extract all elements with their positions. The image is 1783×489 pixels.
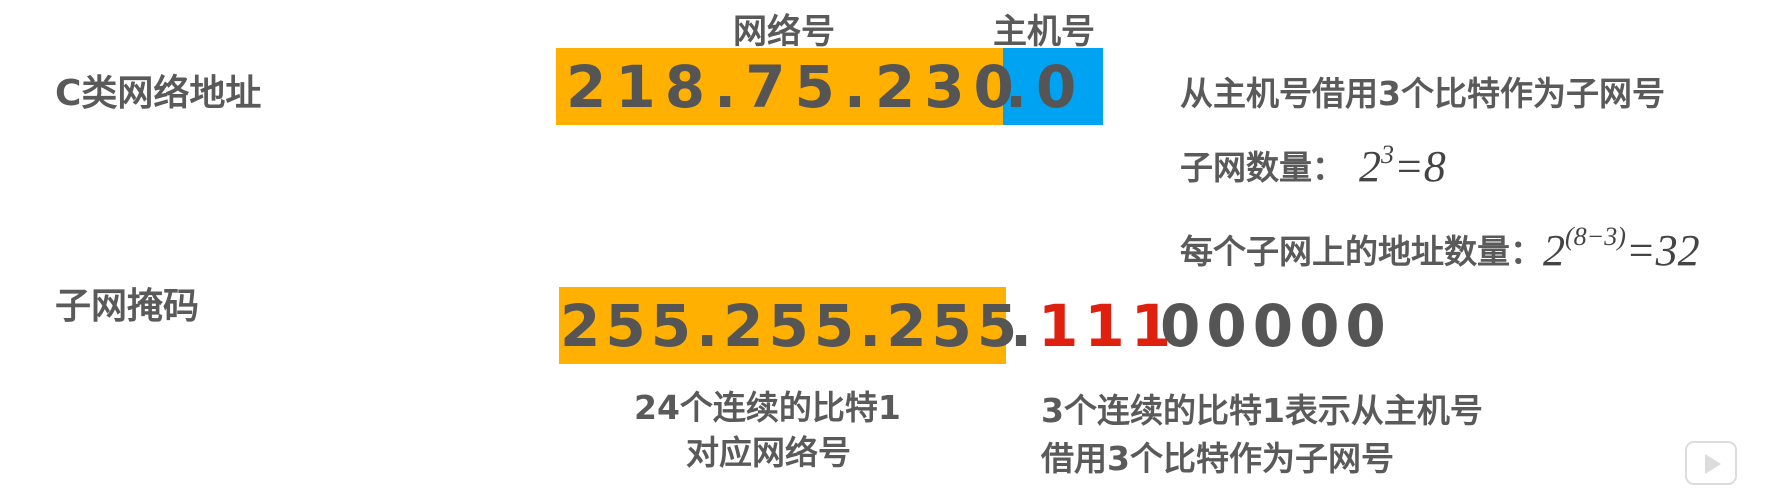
addr-per-subnet-formula: 2(8−3)=32 <box>1543 222 1700 275</box>
subnet-mask-label: 子网掩码 <box>55 286 200 327</box>
class-c-address-label: C类网络地址 <box>55 73 262 114</box>
network-part-header: 网络号 <box>733 12 835 52</box>
play-icon <box>1685 441 1737 485</box>
subnet-count-row: 子网数量： 23=8 <box>1180 138 1446 191</box>
addr-per-subnet-exp: (8−3) <box>1565 222 1626 251</box>
address-host-box <box>1003 48 1103 125</box>
mask-network-text: 255.255.255 <box>560 292 1023 360</box>
subnet-count-base: 2 <box>1359 142 1381 191</box>
addr-per-subnet-result: =32 <box>1625 226 1700 275</box>
host-part-header: 主机号 <box>993 12 1095 52</box>
borrow-note: 从主机号借用3个比特作为子网号 <box>1180 74 1665 113</box>
subnet-count-result: =8 <box>1394 142 1446 191</box>
left-caption-line2: 对应网络号 <box>686 433 851 472</box>
right-caption-line2: 借用3个比特作为子网号 <box>1041 439 1394 478</box>
subnet-count-exp: 3 <box>1381 140 1394 169</box>
subnet-count-label: 子网数量： <box>1180 148 1345 187</box>
mask-network-box <box>559 287 1006 364</box>
mask-remaining-bits: 00000 <box>1160 292 1392 360</box>
addr-per-subnet-row: 每个子网上的地址数量：2(8−3)=32 <box>1180 220 1700 275</box>
address-network-text: 218.75.230 <box>566 53 1023 121</box>
address-network-box <box>556 48 1003 125</box>
mask-borrowed-bits: 111 <box>1038 292 1178 360</box>
subnet-count-formula: 23=8 <box>1359 140 1446 191</box>
address-host-text: .0 <box>1005 53 1086 121</box>
right-caption-line1: 3个连续的比特1表示从主机号 <box>1041 391 1483 430</box>
addr-per-subnet-label: 每个子网上的地址数量： <box>1180 232 1543 271</box>
mask-dot: . <box>1010 292 1042 360</box>
left-caption-line1: 24个连续的比特1 <box>634 388 901 427</box>
addr-per-subnet-base: 2 <box>1543 226 1565 275</box>
